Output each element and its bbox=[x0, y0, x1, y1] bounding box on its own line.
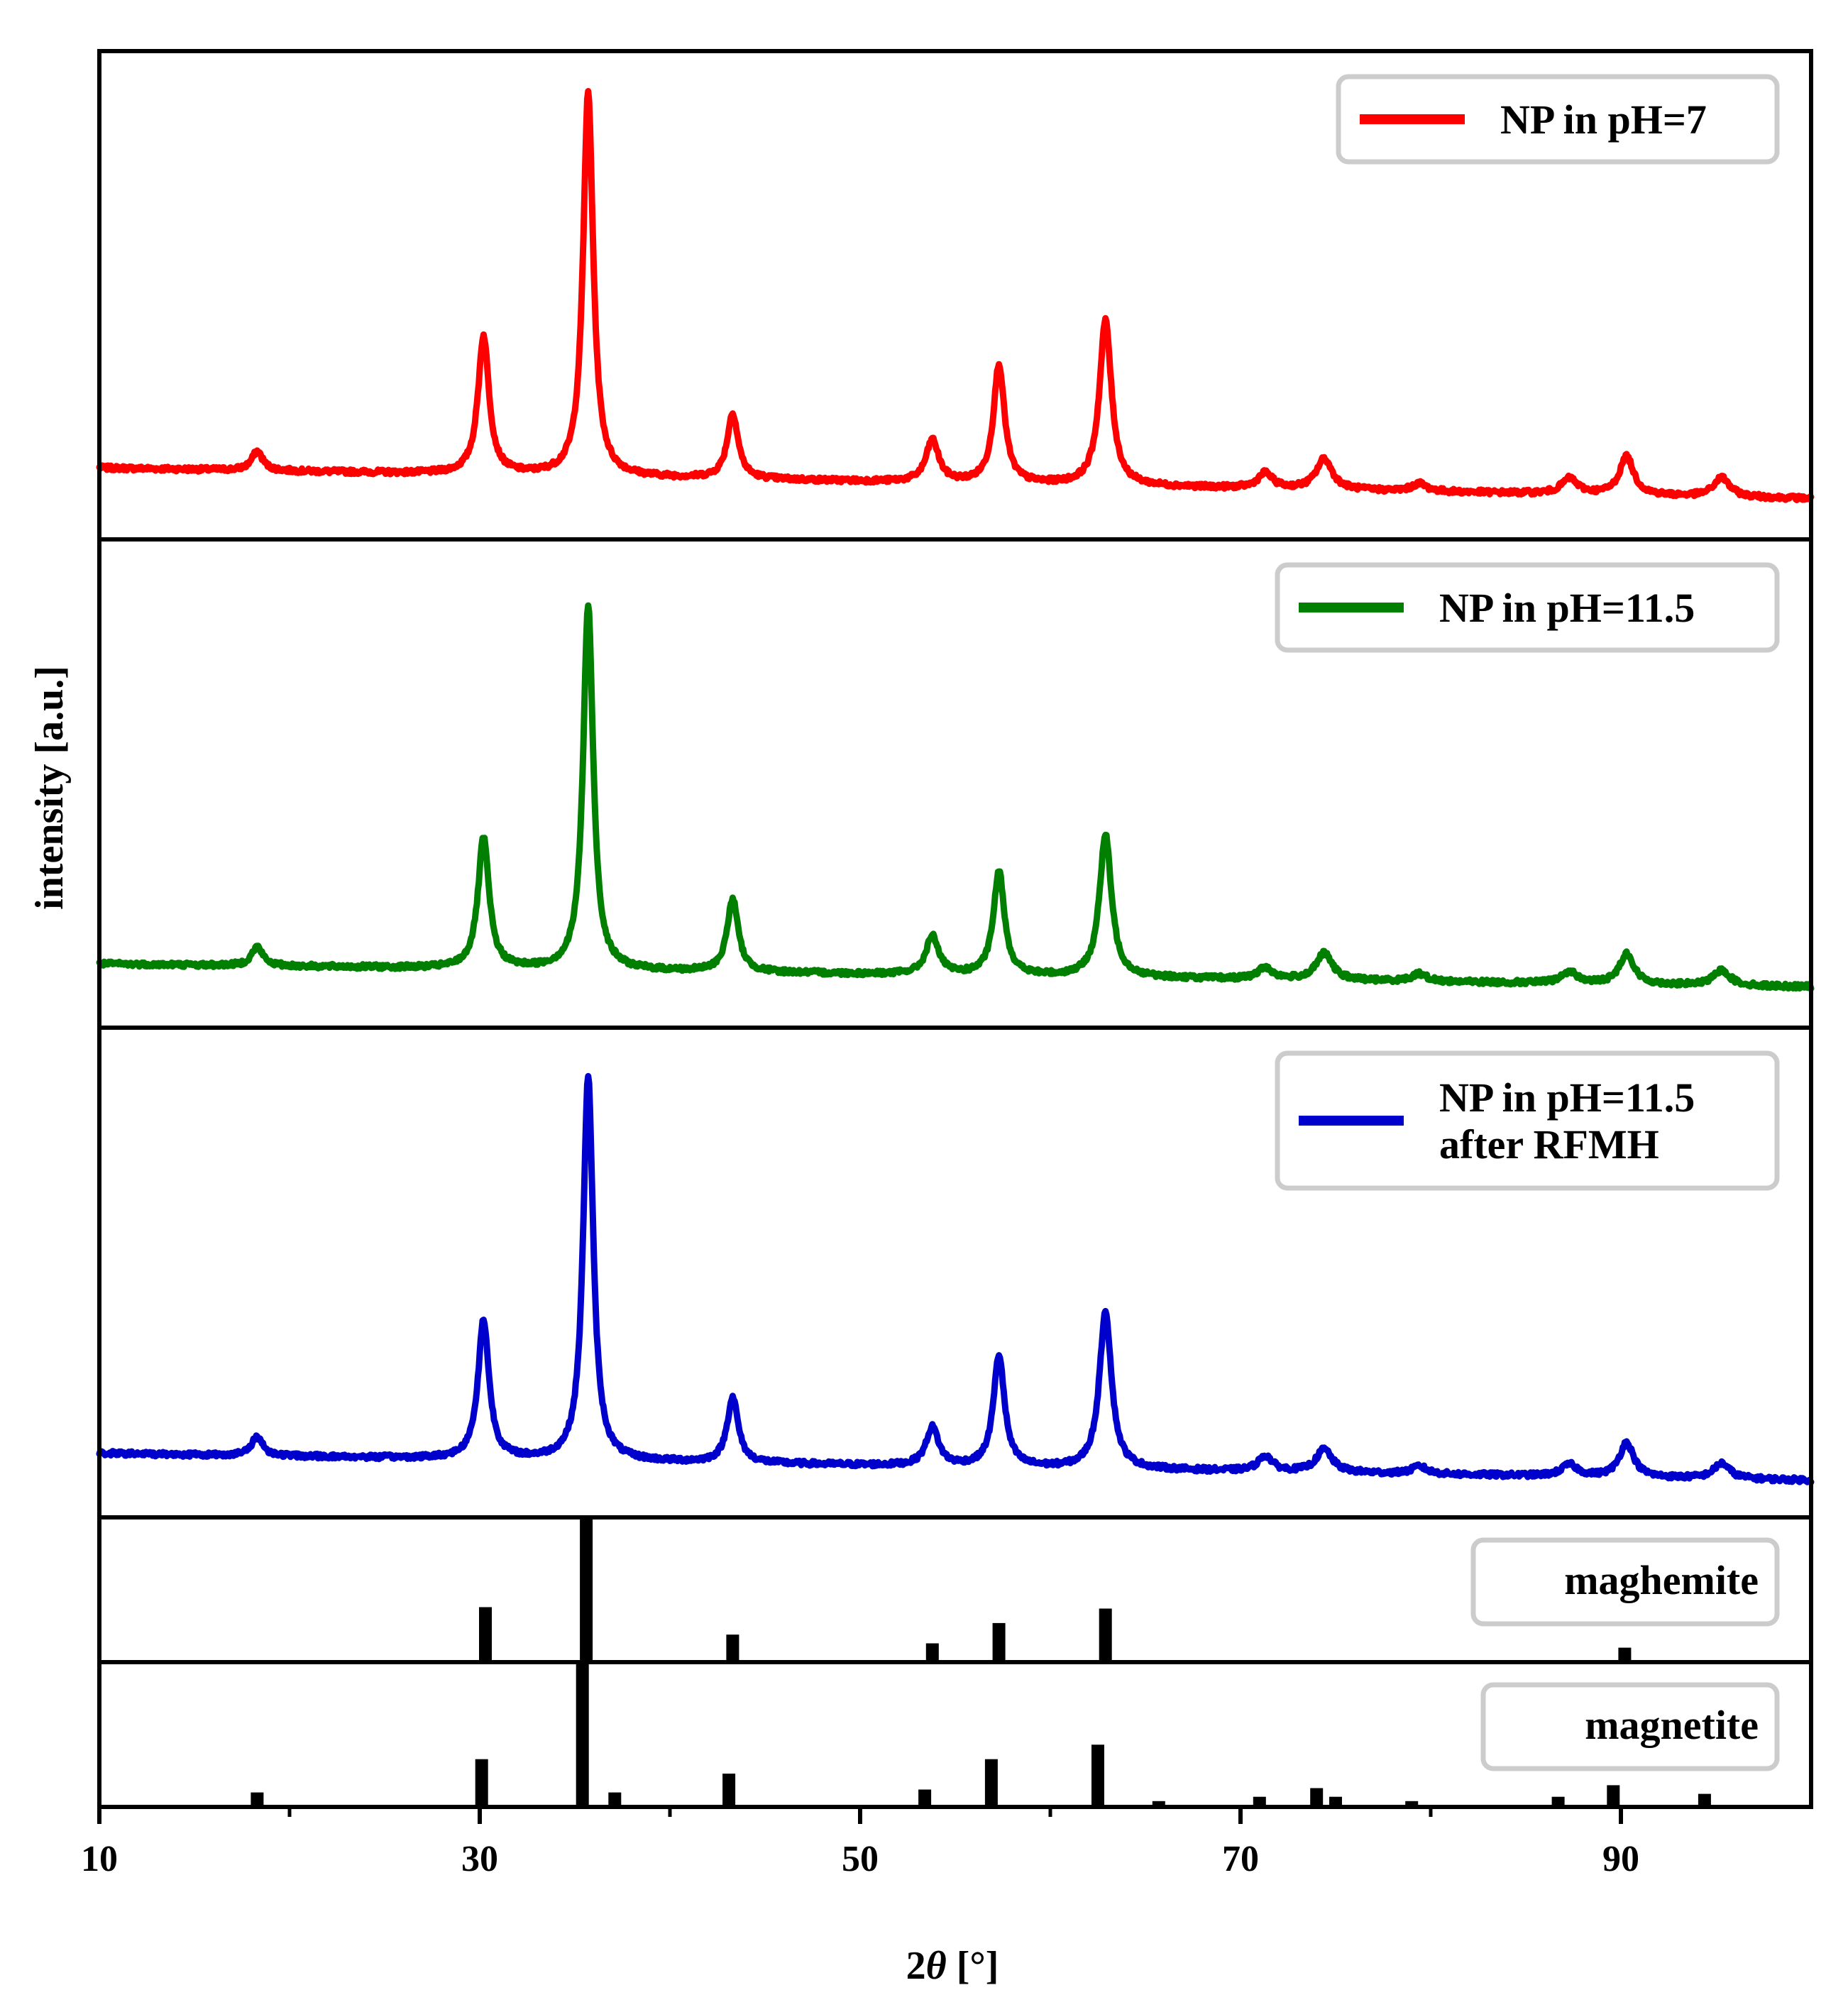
legend-box bbox=[1480, 1682, 1780, 1771]
legend-label: NP in pH=11.5 bbox=[1439, 585, 1695, 631]
reference-bar bbox=[1618, 1647, 1632, 1662]
legend-maghemite: maghemite bbox=[1470, 1537, 1780, 1627]
legend-label: NP in pH=7 bbox=[1500, 97, 1707, 143]
reference-bar bbox=[479, 1607, 492, 1662]
reference-bar bbox=[251, 1792, 264, 1807]
reference-bar bbox=[992, 1622, 1006, 1662]
legend-label: maghemite bbox=[1564, 1557, 1759, 1603]
reference-bar bbox=[580, 1517, 593, 1662]
reference-bar bbox=[1607, 1785, 1620, 1807]
legend-box bbox=[1336, 74, 1780, 165]
x-axis-label: 2θ [°] bbox=[906, 1944, 999, 1988]
x-tick-label: 90 bbox=[1602, 1839, 1639, 1879]
reference-bar bbox=[1152, 1801, 1165, 1807]
y-axis-label: intensity [a.u.] bbox=[28, 666, 72, 910]
series-line-1 bbox=[96, 88, 1815, 503]
reference-bar bbox=[1099, 1608, 1112, 1662]
legend-magnetite: magnetite bbox=[1480, 1682, 1780, 1771]
legend-1: NP in pH=7 bbox=[1336, 74, 1780, 165]
reference-bar bbox=[1329, 1796, 1342, 1807]
reference-bar bbox=[1310, 1788, 1324, 1807]
x-tick-label: 70 bbox=[1222, 1839, 1259, 1879]
legend-box bbox=[1470, 1537, 1780, 1627]
reference-bar bbox=[1698, 1793, 1711, 1807]
reference-bar bbox=[722, 1774, 736, 1807]
spectrum-panel-1: NP in pH=7 bbox=[96, 49, 1815, 542]
legend-label: NP in pH=11.5 bbox=[1439, 1075, 1695, 1121]
reference-bar bbox=[576, 1662, 589, 1807]
reference-bar bbox=[1091, 1744, 1104, 1807]
legend-2: NP in pH=11.5 bbox=[1275, 562, 1780, 653]
reference-bar bbox=[475, 1759, 488, 1807]
x-tick-label: 10 bbox=[81, 1839, 118, 1879]
spectrum-panel-2: NP in pH=11.5 bbox=[96, 537, 1815, 1030]
legend-label: magnetite bbox=[1585, 1702, 1759, 1748]
series-line-3 bbox=[96, 1072, 1815, 1485]
x-tick-label: 30 bbox=[461, 1839, 498, 1879]
reference-panel-maghemite: maghemite bbox=[97, 1515, 1813, 1664]
x-tick-label: 50 bbox=[842, 1839, 879, 1879]
panels-group: NP in pH=7NP in pH=11.5NP in pH=11.5afte… bbox=[96, 49, 1815, 1809]
reference-bar bbox=[1551, 1796, 1565, 1807]
reference-bar bbox=[925, 1643, 939, 1662]
reference-bar bbox=[984, 1759, 998, 1807]
reference-panel-magnetite: magnetite bbox=[97, 1660, 1813, 1809]
legend-label: after RFMH bbox=[1439, 1121, 1659, 1167]
reference-bar bbox=[1405, 1801, 1419, 1807]
reference-bar bbox=[1253, 1796, 1266, 1807]
reference-bar bbox=[918, 1789, 932, 1807]
legend-box bbox=[1275, 562, 1780, 653]
series-line-2 bbox=[96, 602, 1815, 992]
reference-bar bbox=[726, 1634, 739, 1662]
reference-bar bbox=[608, 1792, 622, 1807]
x-axis-ticks: 10 30 50 70 90 bbox=[81, 1807, 1639, 1879]
legend-box bbox=[1275, 1050, 1780, 1191]
reference-frame-magnetite bbox=[97, 1660, 1813, 1809]
